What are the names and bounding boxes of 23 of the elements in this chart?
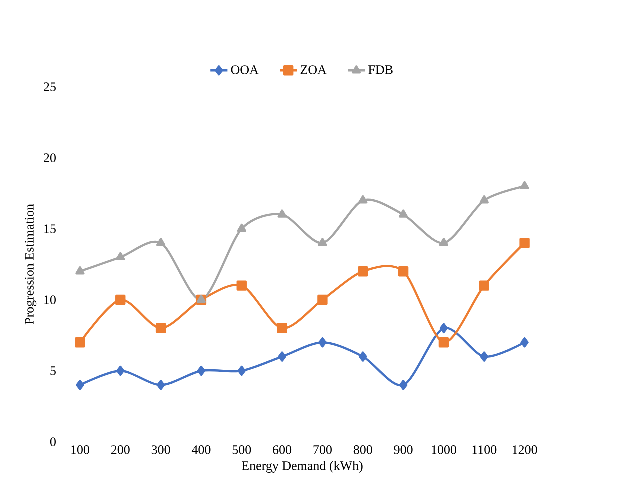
- x-tick-label: 400: [192, 446, 211, 454]
- x-tick-label: 700: [314, 446, 332, 454]
- legend-label: OOA: [231, 66, 259, 74]
- x-tick-label: 800: [354, 446, 372, 454]
- x-tick-label: 1100: [472, 446, 497, 454]
- legend-label: ZOA: [300, 66, 327, 74]
- y-tick-label: 5: [50, 366, 56, 376]
- y-tick-label: 15: [44, 224, 56, 234]
- x-tick-label: 500: [232, 446, 252, 454]
- y-axis-title: Progression Estimation: [25, 204, 37, 325]
- y-tick-label: 25: [44, 82, 56, 92]
- y-tick-label: 20: [44, 154, 56, 162]
- legend-label: FDB: [368, 66, 393, 74]
- x-tick-label: 600: [273, 446, 292, 454]
- x-tick-label: 200: [111, 446, 130, 454]
- x-tick-label: 300: [152, 446, 170, 454]
- x-tick-label: 100: [72, 446, 90, 454]
- y-tick-label: 0: [50, 438, 56, 446]
- x-tick-label: 1200: [512, 446, 538, 454]
- x-axis-title: Energy Demand (kWh): [242, 461, 363, 473]
- x-tick-label: 900: [394, 446, 413, 454]
- y-tick-label: 10: [44, 296, 56, 304]
- x-tick-label: 1000: [432, 446, 456, 454]
